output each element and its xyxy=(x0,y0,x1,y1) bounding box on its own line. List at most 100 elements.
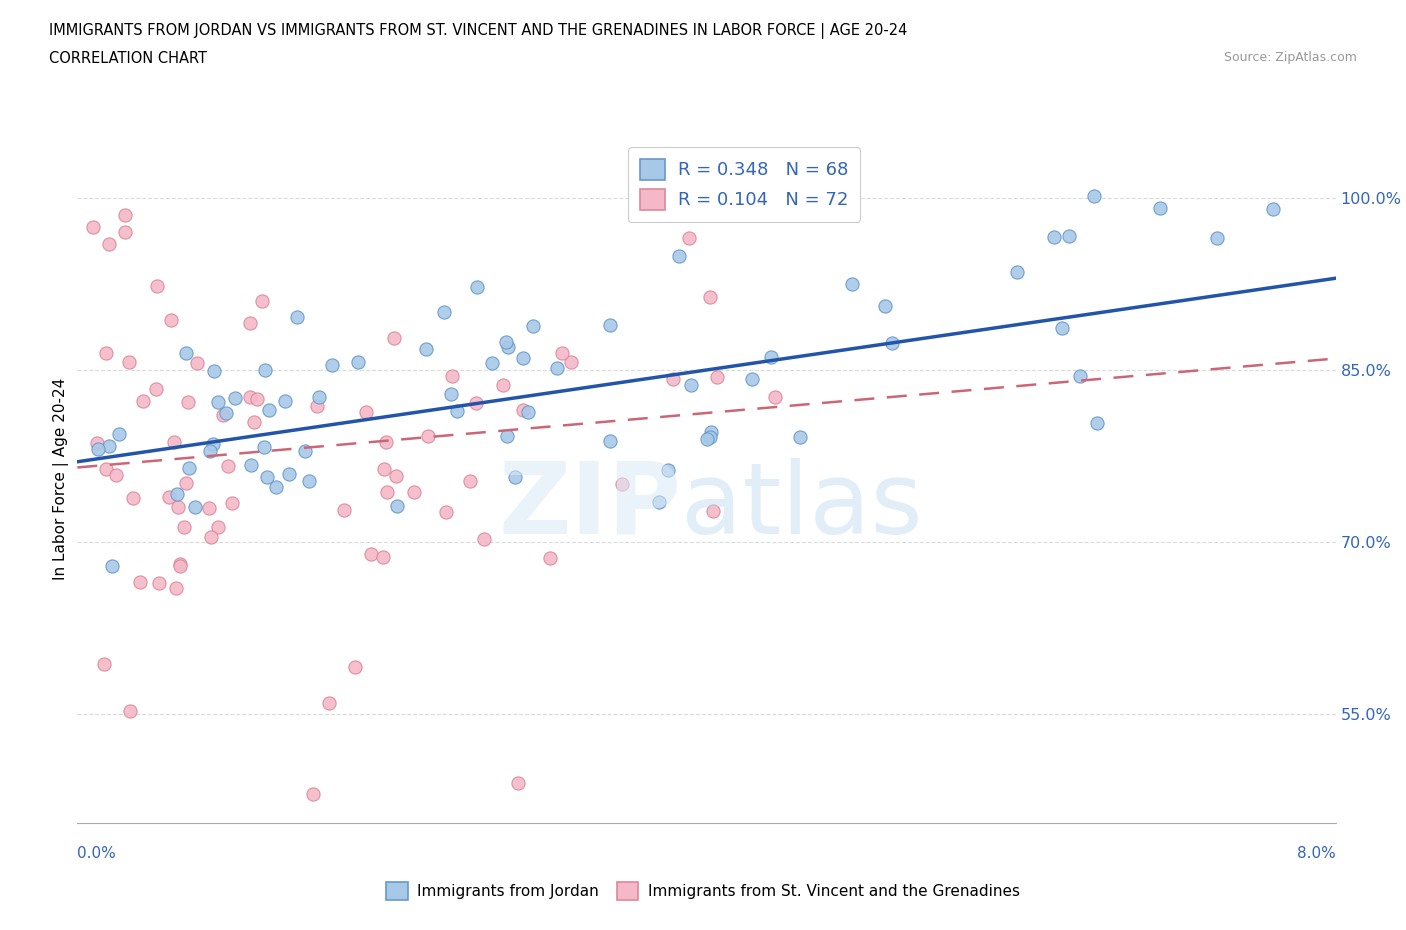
Point xyxy=(239,315,262,330)
Point xyxy=(696,432,718,446)
Point xyxy=(179,461,201,476)
Point xyxy=(273,393,295,408)
Point xyxy=(763,389,786,404)
Point xyxy=(278,466,301,481)
Point xyxy=(382,331,405,346)
Text: 8.0%: 8.0% xyxy=(1296,846,1336,861)
Point xyxy=(146,278,169,293)
Point xyxy=(371,550,394,565)
Point xyxy=(464,396,486,411)
Legend: Immigrants from Jordan, Immigrants from St. Vincent and the Grenadines: Immigrants from Jordan, Immigrants from … xyxy=(380,876,1026,906)
Point xyxy=(118,703,141,718)
Point xyxy=(1043,230,1066,245)
Point xyxy=(101,558,124,573)
Point xyxy=(789,430,811,445)
Point xyxy=(176,345,198,360)
Point xyxy=(503,470,526,485)
Point xyxy=(434,505,457,520)
Point xyxy=(132,393,155,408)
Point xyxy=(759,350,782,365)
Point xyxy=(495,335,517,350)
Point xyxy=(472,532,495,547)
Point xyxy=(441,369,464,384)
Point xyxy=(246,392,269,406)
Text: IMMIGRANTS FROM JORDAN VS IMMIGRANTS FROM ST. VINCENT AND THE GRENADINES IN LABO: IMMIGRANTS FROM JORDAN VS IMMIGRANTS FRO… xyxy=(49,23,908,39)
Point xyxy=(373,462,395,477)
Point xyxy=(741,371,763,386)
Point xyxy=(114,225,136,240)
Point xyxy=(217,458,239,473)
Point xyxy=(1052,321,1074,336)
Point xyxy=(177,394,200,409)
Point xyxy=(266,480,288,495)
Text: Source: ZipAtlas.com: Source: ZipAtlas.com xyxy=(1223,51,1357,64)
Point xyxy=(599,433,621,448)
Point xyxy=(294,444,316,458)
Point xyxy=(440,387,463,402)
Point xyxy=(114,207,136,222)
Point xyxy=(165,580,187,595)
Point xyxy=(93,658,115,672)
Point xyxy=(252,293,274,308)
Point xyxy=(82,219,104,234)
Point xyxy=(880,336,903,351)
Point xyxy=(297,473,319,488)
Point xyxy=(538,551,561,565)
Point xyxy=(551,345,574,360)
Point xyxy=(198,444,221,458)
Point xyxy=(1085,416,1108,431)
Point xyxy=(200,529,222,544)
Point xyxy=(257,403,280,418)
Point xyxy=(97,236,120,251)
Point xyxy=(1261,202,1284,217)
Point xyxy=(122,490,145,505)
Point xyxy=(202,436,225,451)
Point xyxy=(458,474,481,489)
Point xyxy=(224,391,246,405)
Point xyxy=(699,289,721,304)
Point xyxy=(321,358,343,373)
Point xyxy=(873,299,896,313)
Point xyxy=(243,415,266,430)
Point xyxy=(207,394,229,409)
Point xyxy=(239,390,262,405)
Point xyxy=(163,434,186,449)
Point xyxy=(1149,200,1171,215)
Point xyxy=(512,403,534,418)
Point xyxy=(253,363,276,378)
Point xyxy=(86,435,108,450)
Point xyxy=(516,405,538,419)
Legend: R = 0.348   N = 68, R = 0.104   N = 72: R = 0.348 N = 68, R = 0.104 N = 72 xyxy=(628,147,860,221)
Point xyxy=(186,355,208,370)
Point xyxy=(96,345,118,360)
Point xyxy=(418,429,440,444)
Text: 0.0%: 0.0% xyxy=(77,846,117,861)
Point xyxy=(128,575,150,590)
Point xyxy=(446,404,468,418)
Point xyxy=(678,231,700,246)
Point xyxy=(841,276,863,291)
Point xyxy=(657,462,679,477)
Point xyxy=(1005,264,1028,279)
Point xyxy=(221,496,243,511)
Point xyxy=(105,468,128,483)
Point xyxy=(97,439,120,454)
Point xyxy=(148,576,170,591)
Point xyxy=(347,355,370,370)
Point xyxy=(145,381,167,396)
Point xyxy=(198,500,221,515)
Point xyxy=(668,248,690,263)
Point xyxy=(1069,369,1091,384)
Point xyxy=(239,458,262,472)
Point xyxy=(307,398,329,413)
Point xyxy=(699,424,721,439)
Point xyxy=(662,372,685,387)
Point xyxy=(166,486,188,501)
Point xyxy=(86,441,108,456)
Point xyxy=(160,312,183,327)
Point xyxy=(385,469,408,484)
Point xyxy=(360,547,382,562)
Point xyxy=(253,440,276,455)
Point xyxy=(599,317,621,332)
Point xyxy=(333,502,356,517)
